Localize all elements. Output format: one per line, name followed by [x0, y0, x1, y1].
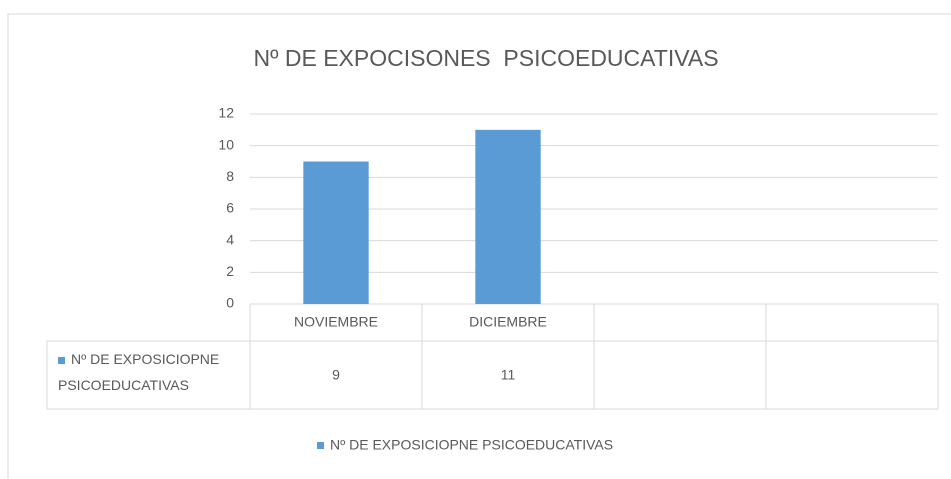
x-tick-label: DICIEMBRE — [469, 314, 547, 330]
table-swatch — [58, 356, 65, 364]
table-value: 11 — [501, 367, 516, 383]
y-tick-label: 8 — [226, 168, 234, 184]
table-series-label: Nº DE EXPOSICIOPNE PSICOEDUCATIVAS — [58, 346, 248, 398]
legend-swatch — [317, 442, 324, 449]
bar — [303, 161, 369, 304]
y-tick-label: 12 — [218, 105, 234, 121]
y-tick-label: 6 — [226, 200, 234, 216]
chart-title: Nº DE EXPOCISONES PSICOEDUCATIVAS — [253, 45, 718, 71]
table-series-name: Nº DE EXPOSICIOPNE PSICOEDUCATIVAS — [58, 351, 220, 393]
table-value: 9 — [332, 367, 340, 383]
y-tick-label: 4 — [226, 231, 234, 247]
bar — [475, 129, 541, 304]
y-tick-label: 2 — [226, 263, 234, 279]
chart-border — [7, 13, 951, 479]
legend-label: Nº DE EXPOSICIOPNE PSICOEDUCATIVAS — [330, 437, 613, 453]
x-tick-label: NOVIEMBRE — [294, 314, 378, 330]
y-tick-label: 0 — [226, 295, 234, 311]
y-tick-label: 10 — [218, 136, 234, 152]
